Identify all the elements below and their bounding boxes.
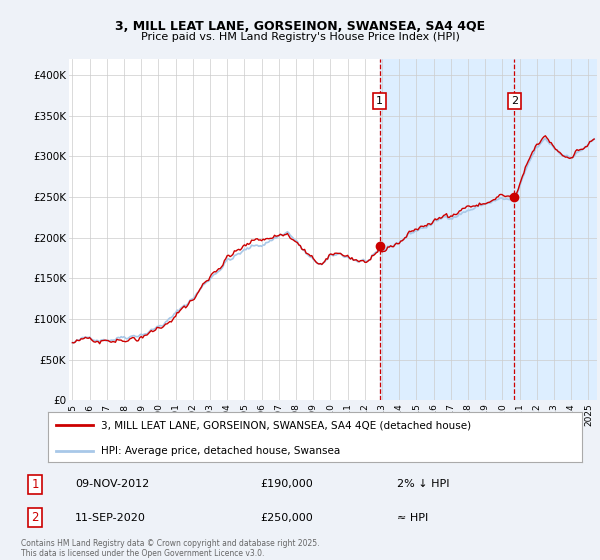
Text: 2: 2 <box>31 511 39 524</box>
Text: 1: 1 <box>31 478 39 491</box>
Text: 3, MILL LEAT LANE, GORSEINON, SWANSEA, SA4 4QE: 3, MILL LEAT LANE, GORSEINON, SWANSEA, S… <box>115 20 485 32</box>
Text: 11-SEP-2020: 11-SEP-2020 <box>75 513 146 522</box>
Text: Price paid vs. HM Land Registry's House Price Index (HPI): Price paid vs. HM Land Registry's House … <box>140 32 460 42</box>
Text: HPI: Average price, detached house, Swansea: HPI: Average price, detached house, Swan… <box>101 446 341 456</box>
Text: £190,000: £190,000 <box>260 479 313 489</box>
Text: Contains HM Land Registry data © Crown copyright and database right 2025.
This d: Contains HM Land Registry data © Crown c… <box>21 539 320 558</box>
Text: 1: 1 <box>376 96 383 106</box>
Text: £250,000: £250,000 <box>260 513 313 522</box>
Bar <box>514 59 597 400</box>
Bar <box>380 59 597 400</box>
Text: 3, MILL LEAT LANE, GORSEINON, SWANSEA, SA4 4QE (detached house): 3, MILL LEAT LANE, GORSEINON, SWANSEA, S… <box>101 420 472 430</box>
Text: ≈ HPI: ≈ HPI <box>397 513 428 522</box>
Text: 2% ↓ HPI: 2% ↓ HPI <box>397 479 450 489</box>
Text: 09-NOV-2012: 09-NOV-2012 <box>75 479 149 489</box>
Text: 2: 2 <box>511 96 518 106</box>
